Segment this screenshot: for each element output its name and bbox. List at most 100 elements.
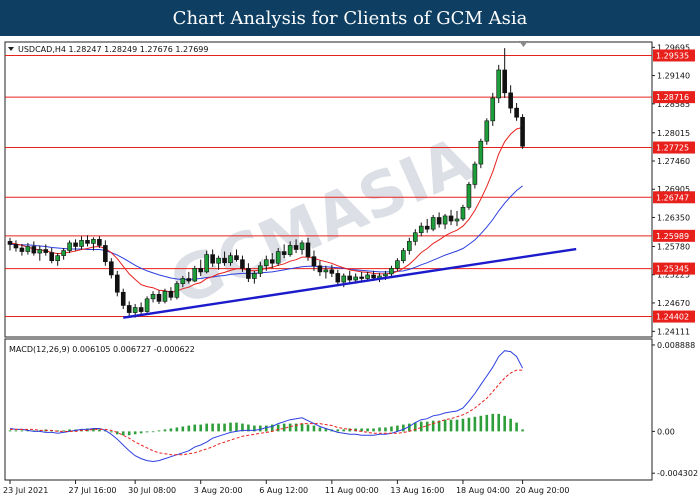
candle[interactable] bbox=[240, 255, 245, 272]
candle[interactable] bbox=[407, 237, 412, 255]
candle[interactable] bbox=[174, 281, 180, 300]
candle[interactable] bbox=[114, 270, 120, 297]
candle[interactable] bbox=[204, 250, 209, 274]
macd-histogram-bar bbox=[110, 431, 113, 433]
candle[interactable] bbox=[484, 118, 490, 145]
candle[interactable] bbox=[311, 250, 317, 271]
price-tick-label: 1.26350 bbox=[657, 213, 690, 222]
candle[interactable] bbox=[162, 288, 168, 304]
candle[interactable] bbox=[150, 291, 156, 303]
candle[interactable] bbox=[401, 247, 406, 264]
macd-histogram-bar bbox=[366, 428, 369, 432]
macd-histogram-bar bbox=[175, 427, 179, 432]
candle-body bbox=[91, 239, 96, 244]
candle[interactable] bbox=[490, 92, 496, 126]
chart-shift-marker-icon[interactable] bbox=[519, 41, 528, 47]
candle[interactable] bbox=[144, 296, 150, 315]
candle[interactable] bbox=[156, 290, 162, 304]
candle[interactable] bbox=[478, 138, 484, 169]
candle[interactable] bbox=[389, 265, 394, 277]
candle[interactable] bbox=[126, 301, 132, 317]
macd-histogram-bar bbox=[163, 429, 167, 432]
candle[interactable] bbox=[67, 240, 72, 254]
candle[interactable] bbox=[496, 64, 502, 104]
candle[interactable] bbox=[323, 265, 329, 279]
candle[interactable] bbox=[168, 287, 174, 301]
price-chart[interactable]: GCMASIA 1.296951.291401.285851.280151.27… bbox=[0, 36, 700, 500]
candle[interactable] bbox=[79, 236, 84, 250]
support-trendline[interactable] bbox=[123, 247, 577, 319]
candle[interactable] bbox=[216, 255, 221, 270]
candle[interactable] bbox=[424, 219, 430, 233]
candle[interactable] bbox=[263, 255, 269, 271]
level-tag-3 bbox=[653, 191, 695, 204]
candle[interactable] bbox=[287, 241, 293, 257]
candle[interactable] bbox=[335, 269, 341, 287]
candle[interactable] bbox=[436, 212, 442, 228]
candle[interactable] bbox=[192, 265, 198, 283]
macd-histogram-bar bbox=[223, 423, 226, 432]
candle[interactable] bbox=[520, 114, 525, 149]
candle-body bbox=[228, 255, 233, 264]
candle[interactable] bbox=[55, 253, 60, 266]
candle[interactable] bbox=[180, 275, 186, 288]
candle[interactable] bbox=[472, 161, 478, 189]
candle[interactable] bbox=[49, 247, 55, 264]
candle[interactable] bbox=[91, 237, 96, 251]
candle[interactable] bbox=[442, 213, 448, 230]
candle[interactable] bbox=[299, 240, 305, 255]
candle[interactable] bbox=[222, 251, 227, 266]
candle[interactable] bbox=[19, 243, 25, 256]
candle[interactable] bbox=[31, 241, 37, 256]
macd-histogram-bar bbox=[473, 416, 477, 432]
candle[interactable] bbox=[234, 249, 239, 262]
candle[interactable] bbox=[466, 181, 472, 210]
candle[interactable] bbox=[514, 103, 519, 121]
candle[interactable] bbox=[412, 229, 418, 246]
candle[interactable] bbox=[329, 264, 335, 277]
candle-body bbox=[43, 249, 49, 253]
candle[interactable] bbox=[252, 270, 257, 284]
candle[interactable] bbox=[186, 271, 192, 284]
candle[interactable] bbox=[305, 237, 311, 261]
candle[interactable] bbox=[210, 249, 215, 267]
candle[interactable] bbox=[508, 85, 513, 114]
candle[interactable] bbox=[103, 240, 108, 266]
candle[interactable] bbox=[138, 302, 144, 316]
candle[interactable] bbox=[293, 239, 299, 254]
candle[interactable] bbox=[7, 237, 13, 251]
candle[interactable] bbox=[37, 245, 43, 261]
symbol-dropdown-icon[interactable] bbox=[8, 47, 14, 51]
candle[interactable] bbox=[73, 239, 78, 251]
candle[interactable] bbox=[61, 247, 66, 260]
candle[interactable] bbox=[418, 222, 424, 237]
candle[interactable] bbox=[198, 259, 204, 276]
candle[interactable] bbox=[395, 258, 400, 271]
candle[interactable] bbox=[13, 240, 19, 252]
candle[interactable] bbox=[502, 48, 507, 98]
price-tick-label: 1.29140 bbox=[657, 72, 690, 81]
candle[interactable] bbox=[448, 209, 454, 226]
price-tick-label: 1.27460 bbox=[657, 157, 690, 166]
candle[interactable] bbox=[246, 263, 251, 283]
candle[interactable] bbox=[228, 252, 233, 266]
candle[interactable] bbox=[275, 247, 281, 266]
macd-histogram-bar bbox=[467, 417, 471, 432]
candle[interactable] bbox=[347, 270, 353, 284]
candle[interactable] bbox=[109, 258, 114, 279]
candle[interactable] bbox=[85, 235, 90, 247]
candle[interactable] bbox=[25, 242, 31, 255]
candle-body bbox=[478, 140, 484, 165]
candle[interactable] bbox=[454, 210, 460, 227]
candle[interactable] bbox=[460, 204, 466, 222]
candle[interactable] bbox=[120, 288, 126, 310]
candle-body bbox=[234, 255, 239, 260]
candle[interactable] bbox=[269, 253, 275, 269]
candle[interactable] bbox=[281, 244, 287, 259]
candle[interactable] bbox=[430, 214, 436, 232]
candle[interactable] bbox=[317, 260, 323, 276]
candle[interactable] bbox=[43, 244, 49, 256]
candle[interactable] bbox=[258, 261, 263, 277]
candle[interactable] bbox=[97, 236, 102, 248]
macd-histogram-bar bbox=[306, 424, 310, 432]
